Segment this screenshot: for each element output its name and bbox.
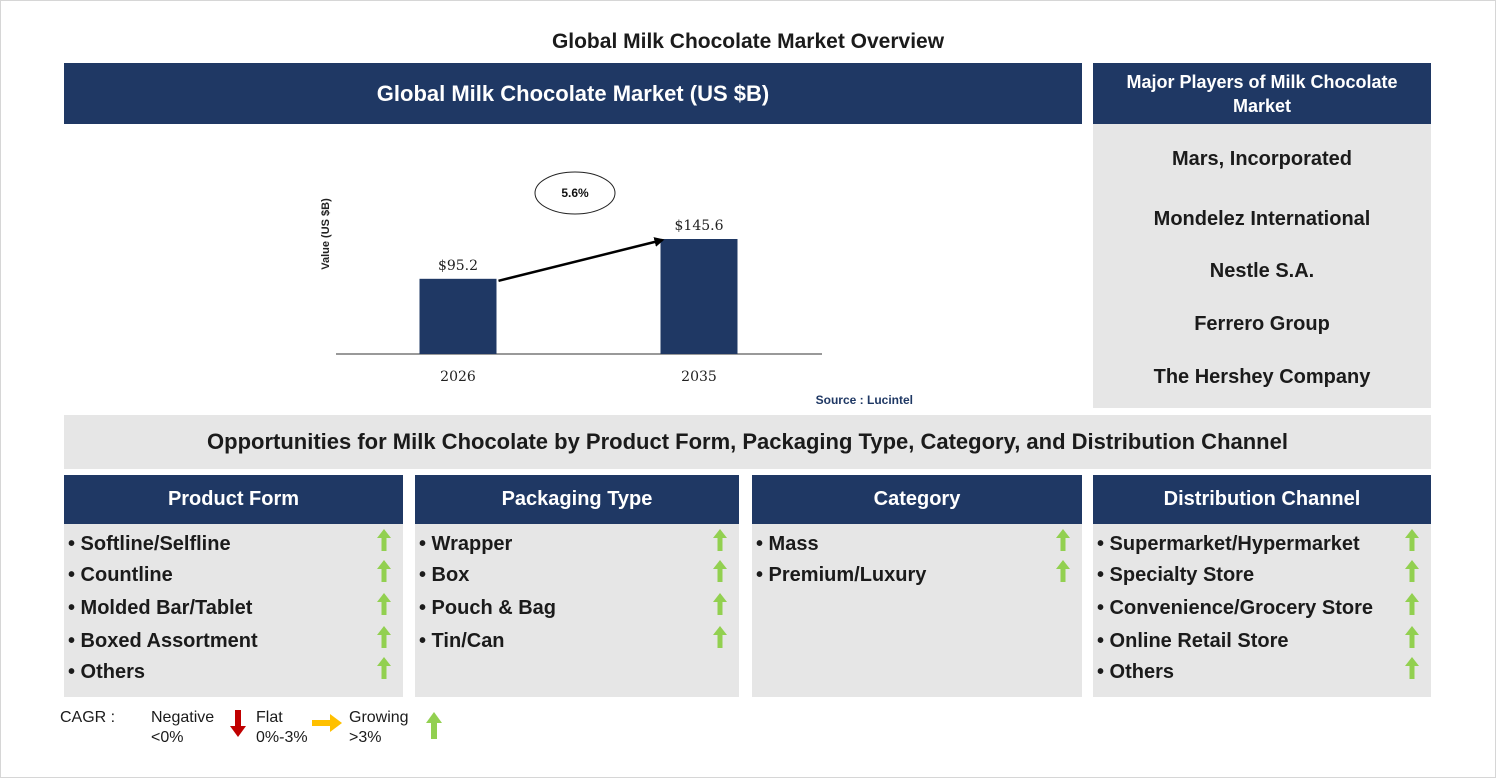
data-label-2026: $95.2 xyxy=(438,258,478,274)
segment-packaging-type: • Wrapper • Box • Pouch & Bag • Tin/Can xyxy=(415,524,739,697)
segment-distribution-channel: • Supermarket/Hypermarket • Specialty Sto… xyxy=(1093,524,1431,697)
segment-item: • Others xyxy=(1097,661,1175,683)
up-arrow-icon xyxy=(377,529,391,551)
segment-item: • Tin/Can xyxy=(419,630,505,652)
down-arrow-icon xyxy=(230,710,246,737)
player-item: The Hershey Company xyxy=(1153,366,1371,388)
legend-flat-range: 0%-3% xyxy=(256,729,308,746)
segment-item: • Softline/Selfline xyxy=(68,533,231,555)
data-label-2035: $145.6 xyxy=(675,218,724,234)
segment-header-packaging-type: Packaging Type xyxy=(415,475,739,524)
bar-2026 xyxy=(419,278,497,354)
bar-2035 xyxy=(660,239,738,354)
up-arrow-icon xyxy=(377,560,391,582)
up-arrow-icon xyxy=(1405,657,1419,679)
segment-item: • Convenience/Grocery Store xyxy=(1097,597,1373,619)
player-item: Mars, Incorporated xyxy=(1171,148,1353,170)
player-item: Ferrero Group xyxy=(1194,313,1330,335)
right-arrow-icon xyxy=(312,714,342,732)
legend-flat: Flat 0%-3% xyxy=(256,708,308,748)
segment-item: • Countline xyxy=(68,564,173,586)
legend-negative-name: Negative xyxy=(151,709,215,726)
players-list: Mars, Incorporated Mondelez Internationa… xyxy=(1093,124,1431,408)
up-arrow-icon xyxy=(1405,593,1419,615)
opportunities-banner: Opportunities for Milk Chocolate by Prod… xyxy=(64,415,1431,469)
up-arrow-icon xyxy=(377,626,391,648)
players-header: Major Players of Milk Chocolate Market xyxy=(1093,63,1431,124)
segment-header-product-form: Product Form xyxy=(64,475,403,524)
player-item: Mondelez International xyxy=(1153,208,1371,230)
segment-item: • Wrapper xyxy=(419,533,513,555)
up-arrow-icon xyxy=(1056,560,1070,582)
segment-item: • Specialty Store xyxy=(1097,564,1255,586)
segment-item: • Premium/Luxury xyxy=(756,564,927,586)
up-arrow-icon xyxy=(713,529,727,551)
up-arrow-icon xyxy=(1405,560,1419,582)
up-arrow-icon xyxy=(1405,626,1419,648)
up-arrow-icon xyxy=(377,657,391,679)
segment-item: • Boxed Assortment xyxy=(68,630,258,652)
segment-item: • Molded Bar/Tablet xyxy=(68,597,253,619)
segment-item: • Pouch & Bag xyxy=(419,597,557,619)
segment-item: • Supermarket/Hypermarket xyxy=(1097,533,1360,555)
segment-header-category: Category xyxy=(752,475,1082,524)
segment-product-form: • Softline/Selfline • Countline • Molded B… xyxy=(64,524,403,697)
cagr-bubble xyxy=(534,171,616,215)
page-title: Global Milk Chocolate Market Overview xyxy=(551,30,945,53)
y-axis-label: Value (US $B) xyxy=(320,198,332,270)
segment-header-distribution-channel: Distribution Channel xyxy=(1093,475,1431,524)
segment-item: • Online Retail Store xyxy=(1097,630,1289,652)
chart-title: Global Milk Chocolate Market (US $B) xyxy=(64,63,1082,124)
up-arrow-icon xyxy=(713,593,727,615)
legend-flat-name: Flat xyxy=(256,709,283,726)
cagr-arrow xyxy=(498,237,665,283)
cagr-value: 5.6% xyxy=(561,186,589,200)
x-tick-2026: 2026 xyxy=(440,369,476,385)
player-item: Nestle S.A. xyxy=(1209,260,1315,282)
up-arrow-icon xyxy=(426,712,442,739)
up-arrow-icon xyxy=(713,626,727,648)
segment-category: • Mass • Premium/Luxury xyxy=(752,524,1082,697)
legend-growing-name: Growing xyxy=(349,709,409,726)
source-note: Source : Lucintel xyxy=(816,393,913,407)
segment-item: • Box xyxy=(419,564,470,586)
up-arrow-icon xyxy=(1056,529,1070,551)
segment-item: • Others xyxy=(68,661,146,683)
bar-chart: Value (US $B) $95.2 $145.6 2026 2035 5.6… xyxy=(320,171,913,407)
x-tick-2035: 2035 xyxy=(681,369,717,385)
legend-negative-range: <0% xyxy=(151,729,184,746)
legend-growing-range: >3% xyxy=(349,729,382,746)
up-arrow-icon xyxy=(1405,529,1419,551)
legend-growing: Growing >3% xyxy=(349,708,409,748)
legend-label: CAGR : xyxy=(60,709,116,726)
up-arrow-icon xyxy=(713,560,727,582)
segment-item: • Mass xyxy=(756,533,819,555)
legend-negative: Negative <0% xyxy=(151,708,214,748)
up-arrow-icon xyxy=(377,593,391,615)
